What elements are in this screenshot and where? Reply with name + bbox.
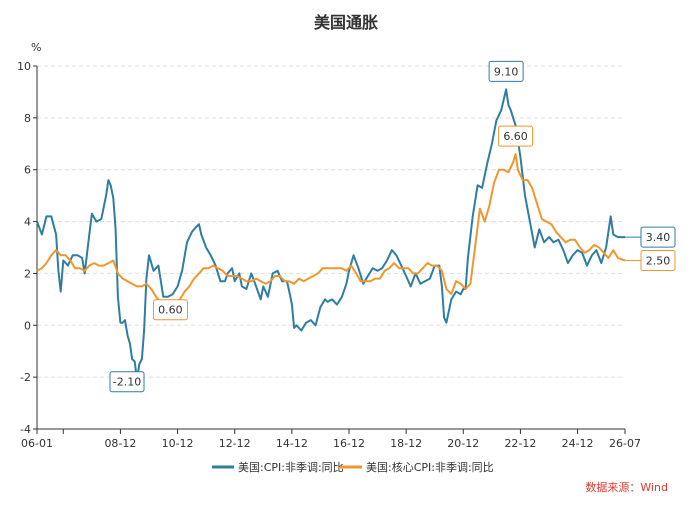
x-tick-label: 26-07 bbox=[609, 437, 641, 450]
y-tick-label: 8 bbox=[24, 112, 31, 125]
y-tick-label: 2 bbox=[24, 267, 31, 280]
y-tick-label: 4 bbox=[24, 216, 31, 229]
callout-box bbox=[640, 226, 676, 248]
callout-label: 6.60 bbox=[503, 130, 528, 143]
y-tick-label: 0 bbox=[24, 319, 31, 332]
chart-title: 美国通胀 bbox=[314, 13, 378, 32]
callout-label: -2.10 bbox=[113, 376, 141, 389]
x-tick-label: 24-12 bbox=[562, 437, 594, 450]
x-axis: 06-01 08-12 10-12 12-12 14-12 16-12 18-12 20-12… bbox=[21, 66, 641, 450]
callout-box bbox=[109, 371, 145, 393]
callout-box bbox=[152, 299, 188, 321]
y-axis-unit: % bbox=[31, 41, 41, 54]
source-note: 数据来源：Wind bbox=[585, 480, 668, 494]
y-tick-label: 6 bbox=[24, 164, 31, 177]
callout-label: 2.50 bbox=[646, 254, 671, 267]
callout-label: 0.60 bbox=[158, 304, 183, 317]
x-tick-label: 16-12 bbox=[333, 437, 365, 450]
data-callouts: 9.10 6.60 -2.10 0.60 3.40 2.50 bbox=[109, 60, 676, 393]
series-lines bbox=[36, 88, 626, 381]
callout-box bbox=[488, 60, 524, 82]
x-tick-label: 22-12 bbox=[504, 437, 536, 450]
callout-box bbox=[640, 249, 676, 271]
x-tick-label: 10-12 bbox=[162, 437, 194, 450]
x-tick-label: 08-12 bbox=[104, 437, 136, 450]
y-tick-labels: -4 -2 0 2 4 6 8 10 bbox=[17, 60, 37, 436]
x-tick-label: 12-12 bbox=[219, 437, 251, 450]
grid-lines bbox=[37, 65, 625, 378]
x-tick-label: 20-12 bbox=[447, 437, 479, 450]
x-tick-label: 18-12 bbox=[390, 437, 422, 450]
legend-label: 美国:CPI:非季调:同比 bbox=[238, 461, 344, 474]
callout-label: 3.40 bbox=[646, 231, 671, 244]
legend-label: 美国:核心CPI:非季调:同比 bbox=[366, 460, 494, 474]
y-tick-label: -4 bbox=[20, 423, 31, 436]
callout-box bbox=[498, 125, 534, 147]
series-line-cpi bbox=[36, 88, 625, 381]
callout-label: 9.10 bbox=[494, 65, 519, 78]
legend: 美国:CPI:非季调:同比 美国:核心CPI:非季调:同比 bbox=[212, 460, 494, 474]
series-line-core-cpi bbox=[36, 153, 626, 311]
y-tick-label: -2 bbox=[20, 371, 31, 384]
x-tick-label: 06-01 bbox=[21, 437, 53, 450]
x-tick-label: 14-12 bbox=[276, 437, 308, 450]
y-tick-label: 10 bbox=[17, 60, 31, 73]
